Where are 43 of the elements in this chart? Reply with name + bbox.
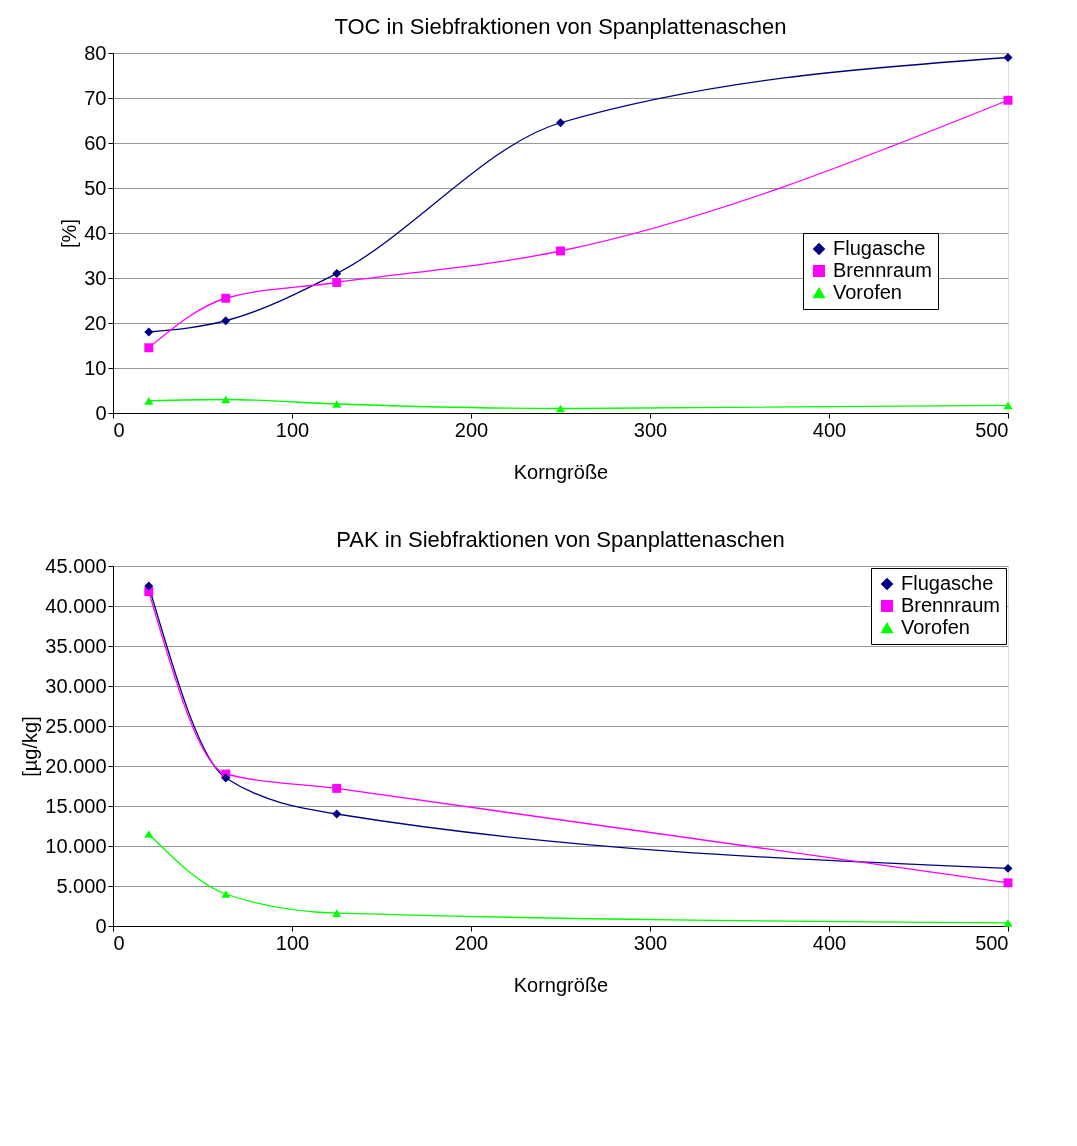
y-tick-label: 40.000 bbox=[45, 594, 107, 617]
y-axis-title: [%] bbox=[58, 219, 81, 248]
x-tick-label: 0 bbox=[113, 418, 125, 441]
x-tick-label: 300 bbox=[633, 418, 668, 441]
legend-label: Brennraum bbox=[901, 594, 1000, 616]
y-tick-label: 25.000 bbox=[45, 714, 107, 737]
legend-label: Vorofen bbox=[901, 616, 970, 638]
x-tick-label: 400 bbox=[812, 418, 847, 441]
legend-label: Flugasche bbox=[901, 572, 994, 594]
y-tick-label: 30.000 bbox=[45, 674, 107, 697]
y-tick-label: 60 bbox=[84, 131, 107, 154]
y-tick-label: 10.000 bbox=[45, 834, 107, 857]
y-tick-label: 5.000 bbox=[56, 874, 107, 897]
legend-label: Brennraum bbox=[833, 259, 932, 281]
x-tick-label: 200 bbox=[454, 418, 489, 441]
y-tick-label: 20 bbox=[84, 311, 107, 334]
x-tick-label: 100 bbox=[275, 418, 310, 441]
chart-title: TOC in Siebfraktionen von Spanplattenaschen bbox=[334, 14, 787, 39]
x-tick-label: 400 bbox=[812, 931, 847, 954]
x-tick-label: 200 bbox=[454, 931, 489, 954]
x-tick-label: 500 bbox=[975, 418, 1009, 441]
legend-label: Flugasche bbox=[833, 237, 926, 259]
x-tick-label: 500 bbox=[975, 931, 1009, 954]
y-tick-label: 70 bbox=[84, 86, 107, 109]
y-tick-label: 50 bbox=[84, 176, 107, 199]
y-tick-label: 45.000 bbox=[45, 554, 107, 577]
y-tick-label: 15.000 bbox=[45, 794, 107, 817]
y-tick-label: 40 bbox=[84, 221, 107, 244]
y-tick-label: 80 bbox=[84, 41, 107, 64]
y-tick-label: 0 bbox=[95, 401, 107, 424]
chart-title: PAK in Siebfraktionen von Spanplattenaschen bbox=[336, 527, 785, 552]
y-tick-label: 10 bbox=[84, 356, 107, 379]
x-tick-label: 0 bbox=[113, 931, 125, 954]
x-axis-title: Korngröße bbox=[513, 973, 609, 996]
y-axis-title: [µg/kg] bbox=[19, 716, 42, 777]
y-tick-label: 30 bbox=[84, 266, 107, 289]
y-tick-label: 20.000 bbox=[45, 754, 107, 777]
y-tick-label: 0 bbox=[95, 914, 107, 937]
x-tick-label: 100 bbox=[275, 931, 310, 954]
x-tick-label: 300 bbox=[633, 931, 668, 954]
y-tick-label: 35.000 bbox=[45, 634, 107, 657]
x-axis-title: Korngröße bbox=[513, 460, 609, 483]
legend-label: Vorofen bbox=[833, 281, 902, 303]
